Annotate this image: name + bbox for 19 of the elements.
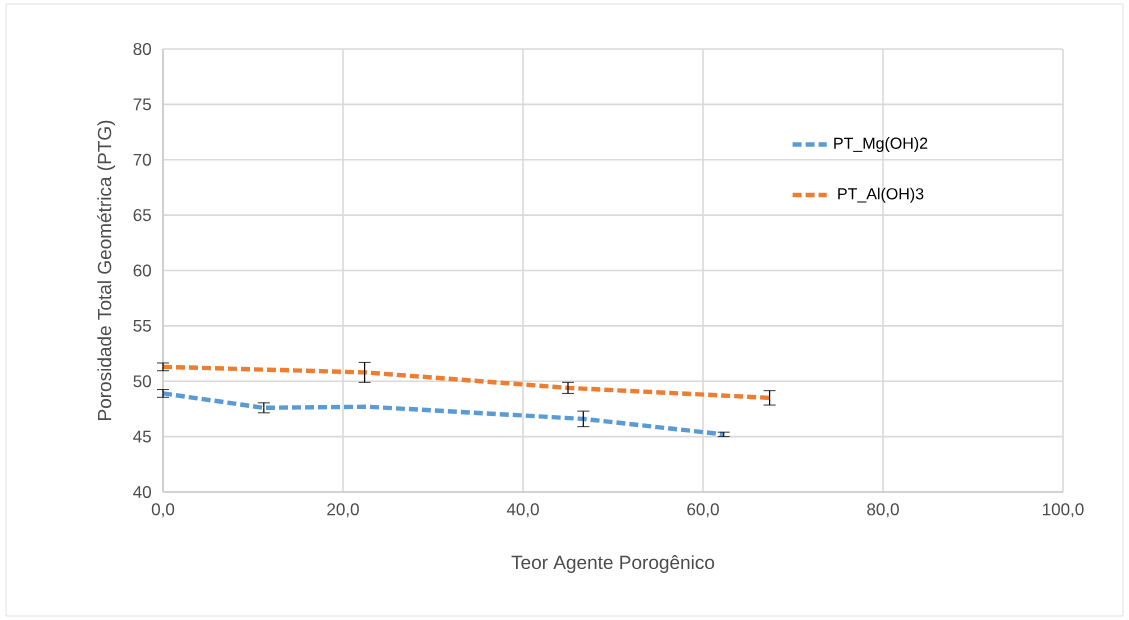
y-tick-label: 40	[133, 485, 151, 498]
y-tick-label: 80	[133, 42, 151, 55]
legend-label: PT_Mg(OH)2	[834, 137, 928, 153]
legend-label: PT_Al(OH)3	[838, 187, 924, 203]
y-axis-title: Porosidade Total Geométrica (PTG)	[97, 120, 116, 420]
x-tick-label: 0,0	[151, 503, 175, 518]
x-tick-label: 40,0	[506, 503, 539, 518]
y-tick-label: 50	[133, 375, 151, 388]
y-tick-label: 75	[133, 98, 151, 111]
x-tick-label: 80,0	[867, 503, 899, 518]
y-tick-label: 55	[133, 319, 151, 332]
y-tick-label: 65	[133, 209, 151, 222]
y-tick-label: 60	[133, 264, 151, 277]
y-tick-label: 45	[133, 430, 151, 443]
x-tick-label: 20,0	[327, 503, 359, 518]
y-tick-label: 70	[133, 153, 151, 166]
x-tick-label: 100,0	[1043, 503, 1084, 518]
x-tick-label: 60,0	[687, 503, 719, 518]
x-axis-title: Teor Agente Porogênico	[511, 555, 715, 573]
